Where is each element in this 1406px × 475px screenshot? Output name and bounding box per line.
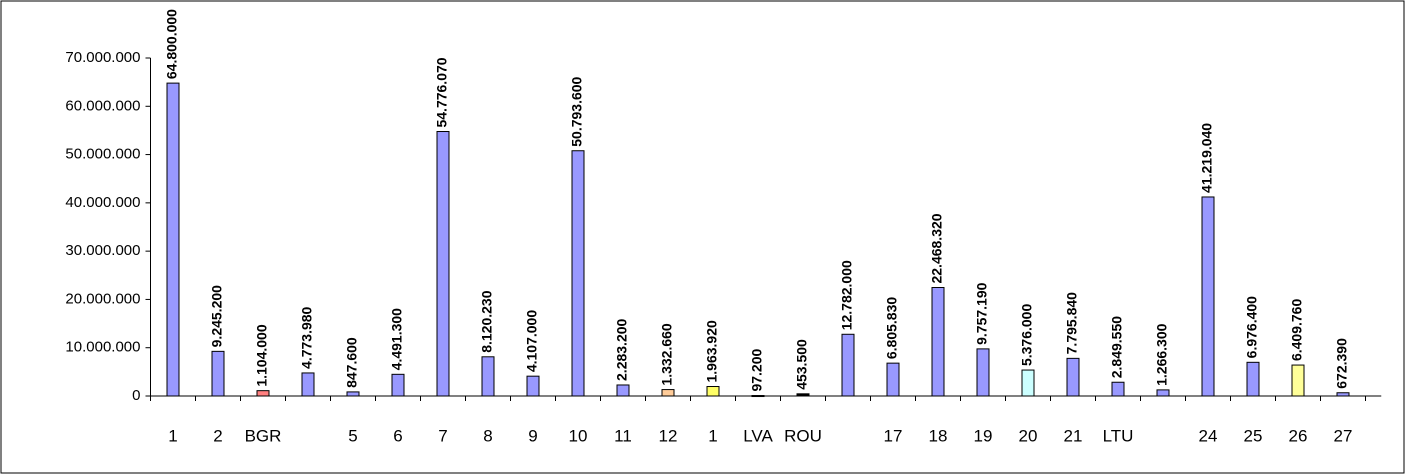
bar: [256, 390, 270, 397]
x-tick-label: 17: [884, 426, 903, 445]
x-tick-label: 26: [1289, 426, 1308, 445]
bar: [1156, 389, 1170, 397]
bar: [1021, 369, 1035, 397]
y-tick-label: 70.000.000: [65, 49, 140, 66]
bar: [1066, 357, 1080, 397]
x-tick-label: 8: [483, 426, 492, 445]
bar: [571, 150, 585, 397]
x-tick-label: 20: [1019, 426, 1038, 445]
bar: [346, 391, 360, 397]
value-label: 9.245.200: [209, 285, 225, 347]
bar: [211, 350, 225, 397]
value-label: 41.219.040: [1199, 123, 1215, 193]
value-label: 8.120.230: [479, 290, 495, 352]
value-label: 4.773.980: [299, 306, 315, 368]
x-tick-label: 1: [708, 426, 717, 445]
bar: [391, 373, 405, 397]
x-tick-label: 9: [528, 426, 537, 445]
bar: [886, 362, 900, 397]
value-label: 672.390: [1334, 338, 1350, 389]
value-label: 453.500: [794, 339, 810, 390]
value-label: 6.409.760: [1289, 299, 1305, 361]
bar: [1336, 392, 1350, 397]
x-tick-label: 11: [614, 426, 632, 445]
x-tick-label: 10: [569, 426, 588, 445]
bar: [616, 384, 630, 397]
bar: [436, 131, 450, 397]
y-tick-label: 10.000.000: [65, 339, 140, 356]
x-tick-label: 12: [659, 426, 678, 445]
y-tick-label: 50.000.000: [65, 146, 140, 163]
x-tick-label: LVA: [743, 426, 773, 445]
x-tick-label: BGR: [245, 426, 282, 445]
value-label: 2.283.200: [614, 318, 630, 380]
value-label: 9.757.190: [974, 282, 990, 344]
bar: [841, 333, 855, 397]
value-label: 97.200: [749, 348, 765, 391]
value-label: 50.793.600: [569, 76, 585, 146]
bar: [526, 375, 540, 397]
x-tick-label: 18: [929, 426, 948, 445]
value-label: 54.776.070: [434, 57, 450, 127]
x-tick-label: 19: [974, 426, 993, 445]
value-label: 4.107.000: [524, 310, 540, 372]
x-tick-label: 7: [438, 426, 447, 445]
value-label: 4.491.300: [389, 308, 405, 370]
value-label: 6.805.830: [884, 297, 900, 359]
bar: [931, 287, 945, 397]
bar: [706, 386, 720, 397]
value-label: 5.376.000: [1019, 304, 1035, 366]
bar: [751, 395, 765, 398]
bar: [166, 82, 180, 397]
value-label: 1.963.920: [704, 320, 720, 382]
value-label: 12.782.000: [839, 260, 855, 330]
bar: [976, 348, 990, 397]
value-label: 1.266.300: [1154, 323, 1170, 385]
y-tick-label: 60.000.000: [65, 97, 140, 114]
bar: [1291, 364, 1305, 397]
bar: [1246, 361, 1260, 397]
value-label: 7.795.840: [1064, 292, 1080, 354]
value-label: 847.600: [344, 337, 360, 388]
bar: [1111, 381, 1125, 397]
bar: [1201, 196, 1215, 397]
y-tick-label: 40.000.000: [65, 194, 140, 211]
x-tick-label: 25: [1244, 426, 1263, 445]
value-label: 1.332.660: [659, 323, 675, 385]
value-label: 22.468.320: [929, 213, 945, 283]
x-tick-label: 6: [393, 426, 402, 445]
value-label: 64.800.000: [164, 9, 180, 79]
y-tick-label: 20.000.000: [65, 290, 140, 307]
value-label: 2.849.550: [1109, 316, 1125, 378]
x-tick-label: 5: [348, 426, 357, 445]
bar: [796, 393, 810, 397]
x-tick-label: 21: [1064, 426, 1083, 445]
x-tick-label: 2: [213, 426, 222, 445]
x-tick-label: 27: [1334, 426, 1353, 445]
x-tick-label: LTU: [1103, 426, 1134, 445]
bar: [661, 389, 675, 397]
bar: [301, 372, 315, 397]
x-tick-label: ROU: [784, 426, 822, 445]
bar: [481, 356, 495, 397]
x-tick-label: 24: [1199, 426, 1218, 445]
x-tick-label: 1: [168, 426, 177, 445]
y-tick-label: 30.000.000: [65, 242, 140, 259]
y-tick-label: 0: [132, 387, 140, 404]
value-label: 1.104.000: [254, 324, 270, 386]
value-label: 6.976.400: [1244, 296, 1260, 358]
